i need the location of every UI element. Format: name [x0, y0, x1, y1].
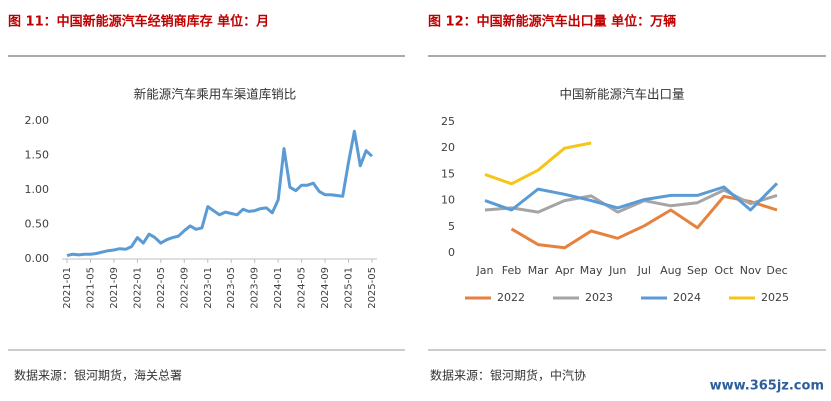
legend-label: 2025: [761, 291, 789, 304]
x-tick-label: Jul: [637, 264, 651, 277]
y-tick-label: 15: [441, 167, 455, 180]
y-tick-label: 0.50: [25, 218, 50, 231]
y-tick-label: 10: [441, 194, 455, 207]
y-tick-label: 20: [441, 141, 455, 154]
y-tick-label: 5: [448, 220, 455, 233]
y-tick-label: 25: [441, 115, 455, 128]
x-tick-label: 2024-09: [320, 267, 331, 309]
x-tick-label: 2022-01: [132, 267, 143, 309]
y-tick-label: 1.50: [25, 149, 50, 162]
x-tick-label: 2022-05: [156, 267, 167, 309]
legend-label: 2024: [673, 291, 701, 304]
source: 数据来源：银河期货，中汽协: [430, 368, 586, 383]
source: 数据来源：银河期货，海关总署: [14, 368, 182, 383]
x-tick-label: 2021-01: [62, 267, 73, 309]
x-tick-label: 2024-05: [297, 267, 308, 309]
series-line: [66, 129, 374, 258]
x-tick-label: Aug: [660, 264, 681, 277]
x-tick-label: Jan: [476, 264, 494, 277]
x-tick-label: 2022-09: [179, 267, 190, 309]
x-tick-label: 2025-05: [367, 267, 378, 309]
heading: 图 11：中国新能源汽车经销商库存 单位：月: [8, 14, 269, 30]
y-tick-label: 0: [448, 246, 455, 259]
watermark: www.365jz.com: [710, 379, 824, 394]
x-tick-label: Mar: [528, 264, 549, 277]
x-tick-label: 2023-09: [250, 267, 261, 309]
x-tick-label: Dec: [766, 264, 787, 277]
chart-title: 新能源汽车乘用车渠道库销比: [134, 87, 297, 102]
x-tick-label: 2023-05: [226, 267, 237, 309]
x-tick-label: 2021-05: [85, 267, 96, 309]
series-line: [484, 141, 592, 186]
series-line: [510, 194, 778, 250]
x-tick-label: 2025-01: [344, 267, 355, 309]
chart-title: 中国新能源汽车出口量: [559, 87, 684, 102]
x-tick-label: Nov: [740, 264, 762, 277]
x-tick-label: 2024-01: [273, 267, 284, 309]
x-tick-label: 2023-01: [203, 267, 214, 309]
series-line: [484, 182, 779, 212]
legend-label: 2022: [497, 291, 525, 304]
x-tick-label: 2021-09: [109, 267, 120, 309]
x-tick-label: Apr: [555, 264, 575, 277]
x-tick-label: Sep: [687, 264, 708, 277]
x-tick-label: Feb: [502, 264, 521, 277]
x-tick-label: Jun: [608, 264, 626, 277]
heading: 图 12：中国新能源汽车出口量 单位：万辆: [428, 14, 676, 30]
y-tick-label: 1.00: [25, 183, 50, 196]
legend-label: 2023: [585, 291, 613, 304]
y-tick-label: 2.00: [25, 114, 50, 127]
x-tick-label: Oct: [714, 264, 734, 277]
y-tick-label: 0.00: [25, 252, 50, 265]
x-tick-label: May: [580, 264, 603, 277]
